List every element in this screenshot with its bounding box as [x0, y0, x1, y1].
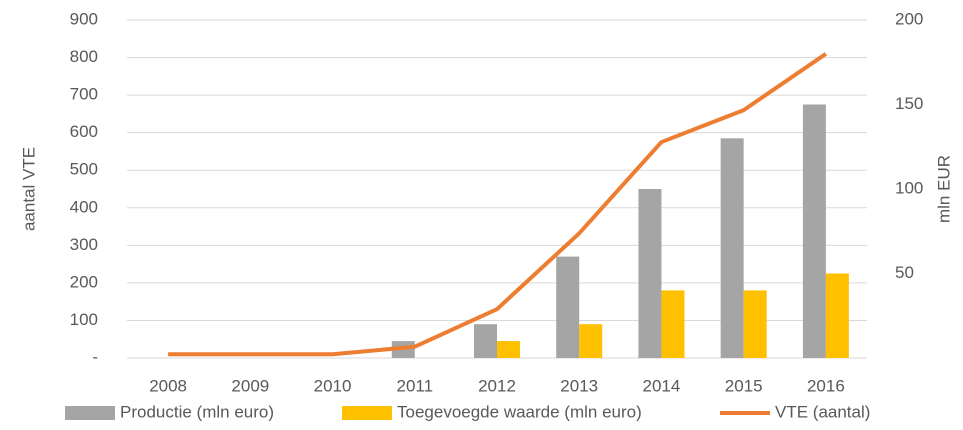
y-tick-label: 800: [70, 47, 98, 66]
x-tick-label: 2014: [643, 376, 681, 395]
x-tick-label: 2010: [314, 376, 352, 395]
bar: [825, 273, 849, 358]
legend-label: VTE (aantal): [775, 402, 870, 421]
x-tick-label: 2015: [725, 376, 763, 395]
bar: [802, 104, 826, 358]
y-axis-title: aantal VTE: [19, 147, 38, 231]
y2-tick-label: 200: [895, 9, 923, 28]
y-tick-label: 700: [70, 85, 98, 104]
y-tick-label: 900: [70, 9, 98, 28]
y-tick-label: 200: [70, 272, 98, 291]
x-tick-label: 2016: [807, 376, 845, 395]
x-tick-label: 2013: [560, 376, 598, 395]
y-tick-label: 500: [70, 160, 98, 179]
bar: [579, 324, 603, 358]
bar: [497, 341, 520, 358]
y-tick-label: 600: [70, 122, 98, 141]
y-tick-label: 400: [70, 197, 98, 216]
bar: [720, 138, 744, 358]
x-tick-label: 2009: [231, 376, 269, 395]
legend-label: Productie (mln euro): [120, 402, 274, 421]
line: [168, 52, 828, 357]
y2-tick-label: 100: [895, 178, 923, 197]
bar: [474, 324, 497, 358]
x-tick-label: 2011: [396, 376, 433, 395]
bar: [661, 290, 685, 358]
bar: [556, 256, 580, 358]
legend-label: Toegevoegde waarde (mln euro): [397, 402, 642, 421]
legend-swatch: [342, 406, 392, 420]
bar: [638, 189, 662, 358]
y-tick-label: -: [92, 347, 98, 366]
x-tick-label: 2012: [478, 376, 516, 395]
y2-tick-label: 150: [895, 94, 923, 113]
y-tick-label: 100: [70, 310, 98, 329]
x-tick-label: 2008: [149, 376, 187, 395]
y2-axis-title: mln EUR: [934, 155, 953, 223]
y2-tick-label: 50: [895, 263, 914, 282]
legend-swatch: [65, 406, 115, 420]
bar: [743, 290, 767, 358]
y-tick-label: 300: [70, 235, 98, 254]
